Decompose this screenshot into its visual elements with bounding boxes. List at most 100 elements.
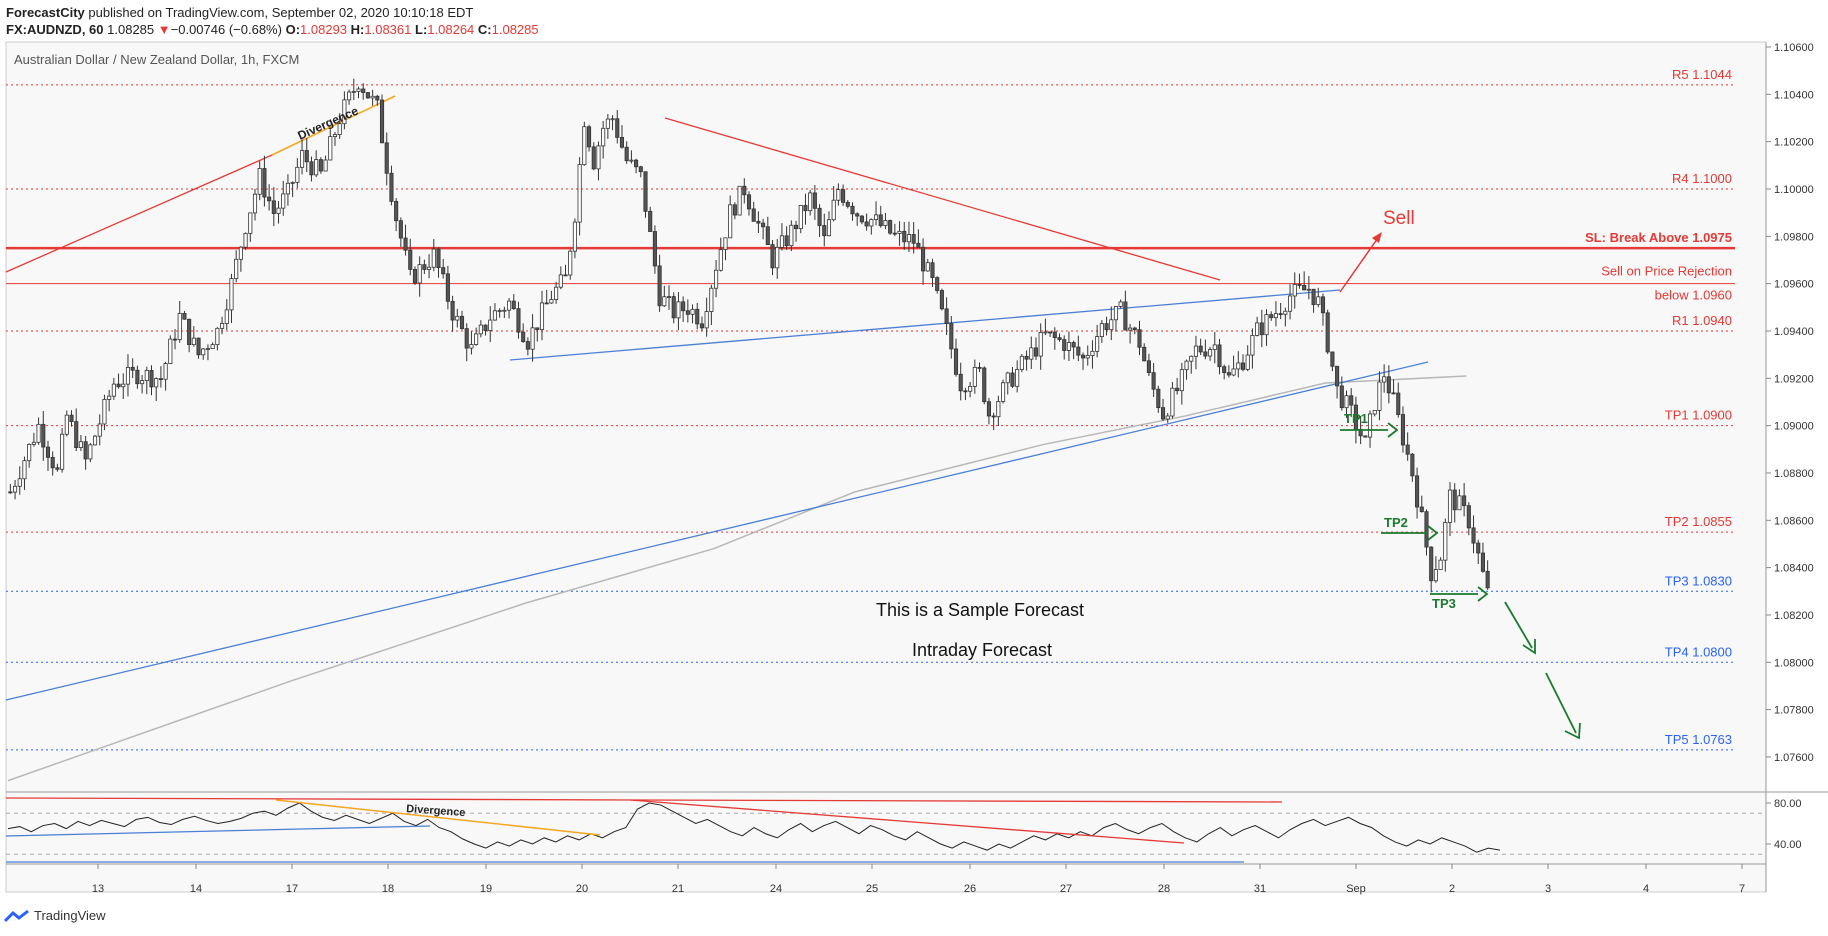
tp-label: TP1 <box>1344 411 1368 426</box>
candle-body <box>666 296 672 299</box>
candle-body <box>568 250 573 276</box>
level-label: below 1.0960 <box>1655 288 1732 303</box>
candle-body <box>1193 345 1198 357</box>
candle-body <box>1231 368 1236 376</box>
candle-body <box>963 390 968 393</box>
candle-body <box>1076 346 1081 356</box>
candle-body <box>779 235 784 248</box>
price-tick-label: 1.09200 <box>1774 373 1814 385</box>
candle-body <box>1311 288 1316 305</box>
price-tick-label: 1.08400 <box>1774 563 1814 575</box>
candle-body <box>986 401 991 417</box>
candle-body <box>1400 414 1406 446</box>
candle-body <box>1443 522 1448 561</box>
candle-body <box>1236 362 1241 370</box>
candle-body <box>723 237 728 250</box>
candle-body <box>300 150 305 168</box>
candle-body <box>295 166 300 183</box>
candle-body <box>775 246 780 269</box>
candle-body <box>172 338 178 341</box>
oscillator-pane: 80.00 40.00 Divergence <box>5 797 1802 863</box>
candle-body <box>1212 344 1217 350</box>
candle-body <box>234 258 239 279</box>
forecast-arrow-icon <box>1522 639 1536 655</box>
candle-body <box>1419 506 1424 513</box>
candle-body <box>1335 365 1340 387</box>
level-label: TP2 1.0855 <box>1665 514 1732 529</box>
resistance-trendline-mid <box>664 117 1221 281</box>
candle-body <box>365 92 370 99</box>
candle-body <box>1273 313 1278 319</box>
candle-body <box>746 194 752 210</box>
candle-body <box>276 207 281 214</box>
candle-body <box>1391 392 1396 395</box>
candle-body <box>996 401 1001 418</box>
candle-body <box>737 185 742 216</box>
time-tick-label: 3 <box>1545 883 1551 895</box>
candle-body <box>643 171 648 212</box>
candle-body <box>586 126 592 148</box>
candle-body <box>1024 355 1029 360</box>
candle-body <box>31 441 36 445</box>
candle-body <box>1048 331 1053 334</box>
candle-body <box>1438 559 1443 570</box>
time-tick-label: 4 <box>1643 883 1649 895</box>
footer-brand[interactable]: TradingView <box>34 908 106 923</box>
level-label: TP1 1.0900 <box>1665 408 1732 423</box>
candle-body <box>281 193 286 209</box>
candle-body <box>591 146 596 170</box>
candle-body <box>304 150 309 163</box>
candle-body <box>1160 407 1166 420</box>
candle-body <box>1316 296 1321 305</box>
candle-body <box>784 235 789 246</box>
candle-body <box>1255 322 1260 336</box>
candle-body <box>1142 346 1147 362</box>
candle-body <box>1118 301 1123 307</box>
candle-body <box>177 312 182 340</box>
candle-body <box>944 308 949 325</box>
candle-body <box>22 460 27 480</box>
candle-body <box>17 478 22 487</box>
candle-body <box>290 181 295 184</box>
candle-body <box>1278 313 1283 316</box>
candle-body <box>1080 354 1086 359</box>
candle-body <box>629 159 634 162</box>
time-axis[interactable]: 13 14 17 18 19 20 21 24 25 26 27 28 31 Sep 2 3 4 7 <box>92 864 1745 895</box>
candle-body <box>201 348 206 356</box>
candle-body <box>1466 505 1471 529</box>
candle-body <box>1339 385 1344 409</box>
time-tick-label: 18 <box>382 883 394 895</box>
candle-body <box>1057 337 1062 340</box>
level-lines: R5 1.1044 R4 1.1000 SL: Break Above 1.0975… <box>6 67 1735 751</box>
candles <box>8 78 1490 593</box>
publisher-name[interactable]: ForecastCity <box>6 5 85 20</box>
candle-body <box>252 193 258 214</box>
intraday-forecast-text: Intraday Forecast <box>912 640 1052 660</box>
candle-body <box>427 266 432 270</box>
candle-body <box>826 219 832 237</box>
candle-body <box>379 99 385 144</box>
candle-body <box>1325 312 1330 353</box>
candle-body <box>1165 415 1170 420</box>
candle-body <box>1306 288 1311 291</box>
candle-body <box>125 366 131 385</box>
candle-body <box>685 310 690 315</box>
price-tick-label: 1.10200 <box>1774 137 1814 149</box>
rising-trendline <box>5 361 1429 701</box>
candle-body <box>78 441 83 449</box>
candle-body <box>539 302 545 330</box>
price-axis[interactable]: 1.10600 1.10400 1.10200 1.10000 1.09800 1.096… <box>1766 42 1814 764</box>
candle-body <box>314 159 319 176</box>
chart-title: Australian Dollar / New Zealand Dollar, … <box>14 52 299 67</box>
candle-body <box>215 327 220 346</box>
candle-body <box>718 249 723 271</box>
level-label: R1 1.0940 <box>1672 313 1732 328</box>
candle-body <box>1170 387 1175 417</box>
candle-body <box>610 118 615 121</box>
candle-body <box>794 224 799 230</box>
candle-body <box>83 441 88 460</box>
candle-body <box>205 348 210 350</box>
candle-body <box>535 327 540 330</box>
high-value: 1.08361 <box>364 22 412 37</box>
